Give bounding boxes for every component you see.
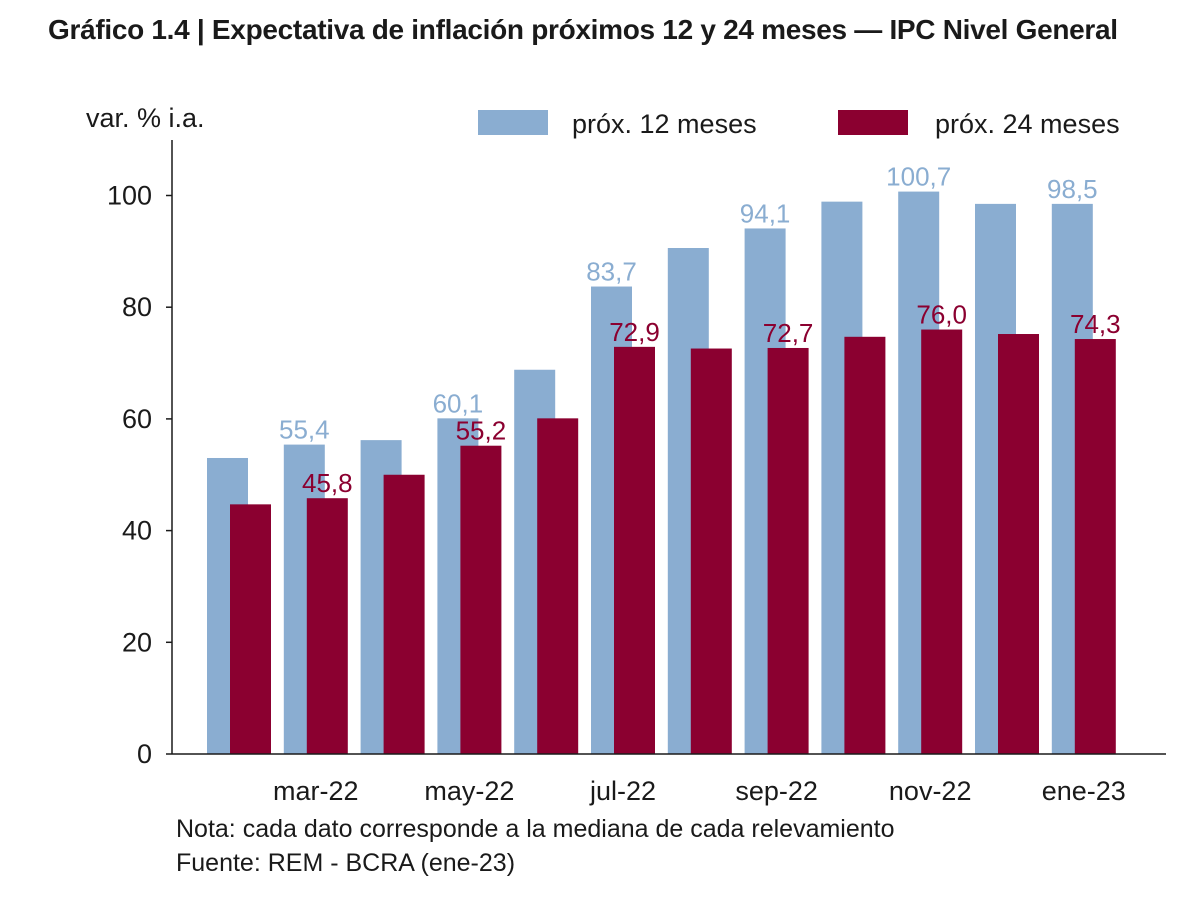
y-tick-label: 60 — [122, 404, 152, 434]
chart-source: Fuente: REM - BCRA (ene-23) — [176, 849, 516, 877]
legend-swatch-12-meses — [478, 110, 548, 135]
bar-24-meses — [1074, 339, 1116, 754]
data-label-24-meses: 45,8 — [302, 468, 353, 498]
chart-title: Gráfico 1.4 | Expectativa de inflación p… — [48, 14, 1118, 45]
x-tick-label: mar-22 — [273, 776, 359, 806]
x-tick-label: sep-22 — [735, 776, 818, 806]
bar-24-meses — [230, 504, 271, 754]
bar-24-meses — [537, 418, 579, 754]
bar-24-meses — [383, 474, 425, 754]
data-label-12-meses: 60,1 — [433, 388, 484, 418]
data-label-24-meses: 55,2 — [456, 416, 507, 446]
bar-24-meses — [614, 346, 655, 754]
y-tick-label: 40 — [122, 516, 152, 546]
bar-24-meses — [998, 334, 1039, 754]
x-tick-label: nov-22 — [889, 776, 972, 806]
x-tick-label: jul-22 — [589, 776, 656, 806]
legend-label-12-meses: próx. 12 meses — [572, 109, 757, 139]
y-tick-label: 20 — [122, 627, 152, 657]
data-label-12-meses: 83,7 — [586, 257, 637, 287]
data-label-24-meses: 72,7 — [763, 318, 814, 348]
data-label-12-meses: 98,5 — [1047, 174, 1098, 204]
data-label-12-meses: 94,1 — [740, 198, 791, 228]
y-tick-label: 100 — [107, 181, 152, 211]
bar-24-meses — [767, 347, 809, 754]
legend-swatch-24-meses — [838, 110, 908, 135]
bar-24-meses — [844, 336, 886, 754]
bar-24-meses — [690, 348, 732, 754]
data-label-12-meses: 100,7 — [886, 162, 951, 192]
chart-note: Nota: cada dato corresponde a la mediana… — [176, 815, 895, 843]
x-tick-label: ene-23 — [1042, 776, 1126, 806]
x-tick-label: may-22 — [424, 776, 514, 806]
bar-24-meses — [921, 329, 963, 754]
y-tick-label: 80 — [122, 292, 152, 322]
y-tick-label: 0 — [137, 739, 152, 769]
legend-label-24-meses: próx. 24 meses — [935, 109, 1120, 139]
data-label-24-meses: 72,9 — [609, 317, 660, 347]
data-label-24-meses: 76,0 — [916, 300, 967, 330]
data-label-24-meses: 74,3 — [1070, 309, 1121, 339]
bar-24-meses — [460, 445, 502, 754]
y-axis-label: var. % i.a. — [86, 103, 205, 133]
bar-24-meses — [306, 498, 348, 754]
data-label-12-meses: 55,4 — [279, 415, 330, 445]
